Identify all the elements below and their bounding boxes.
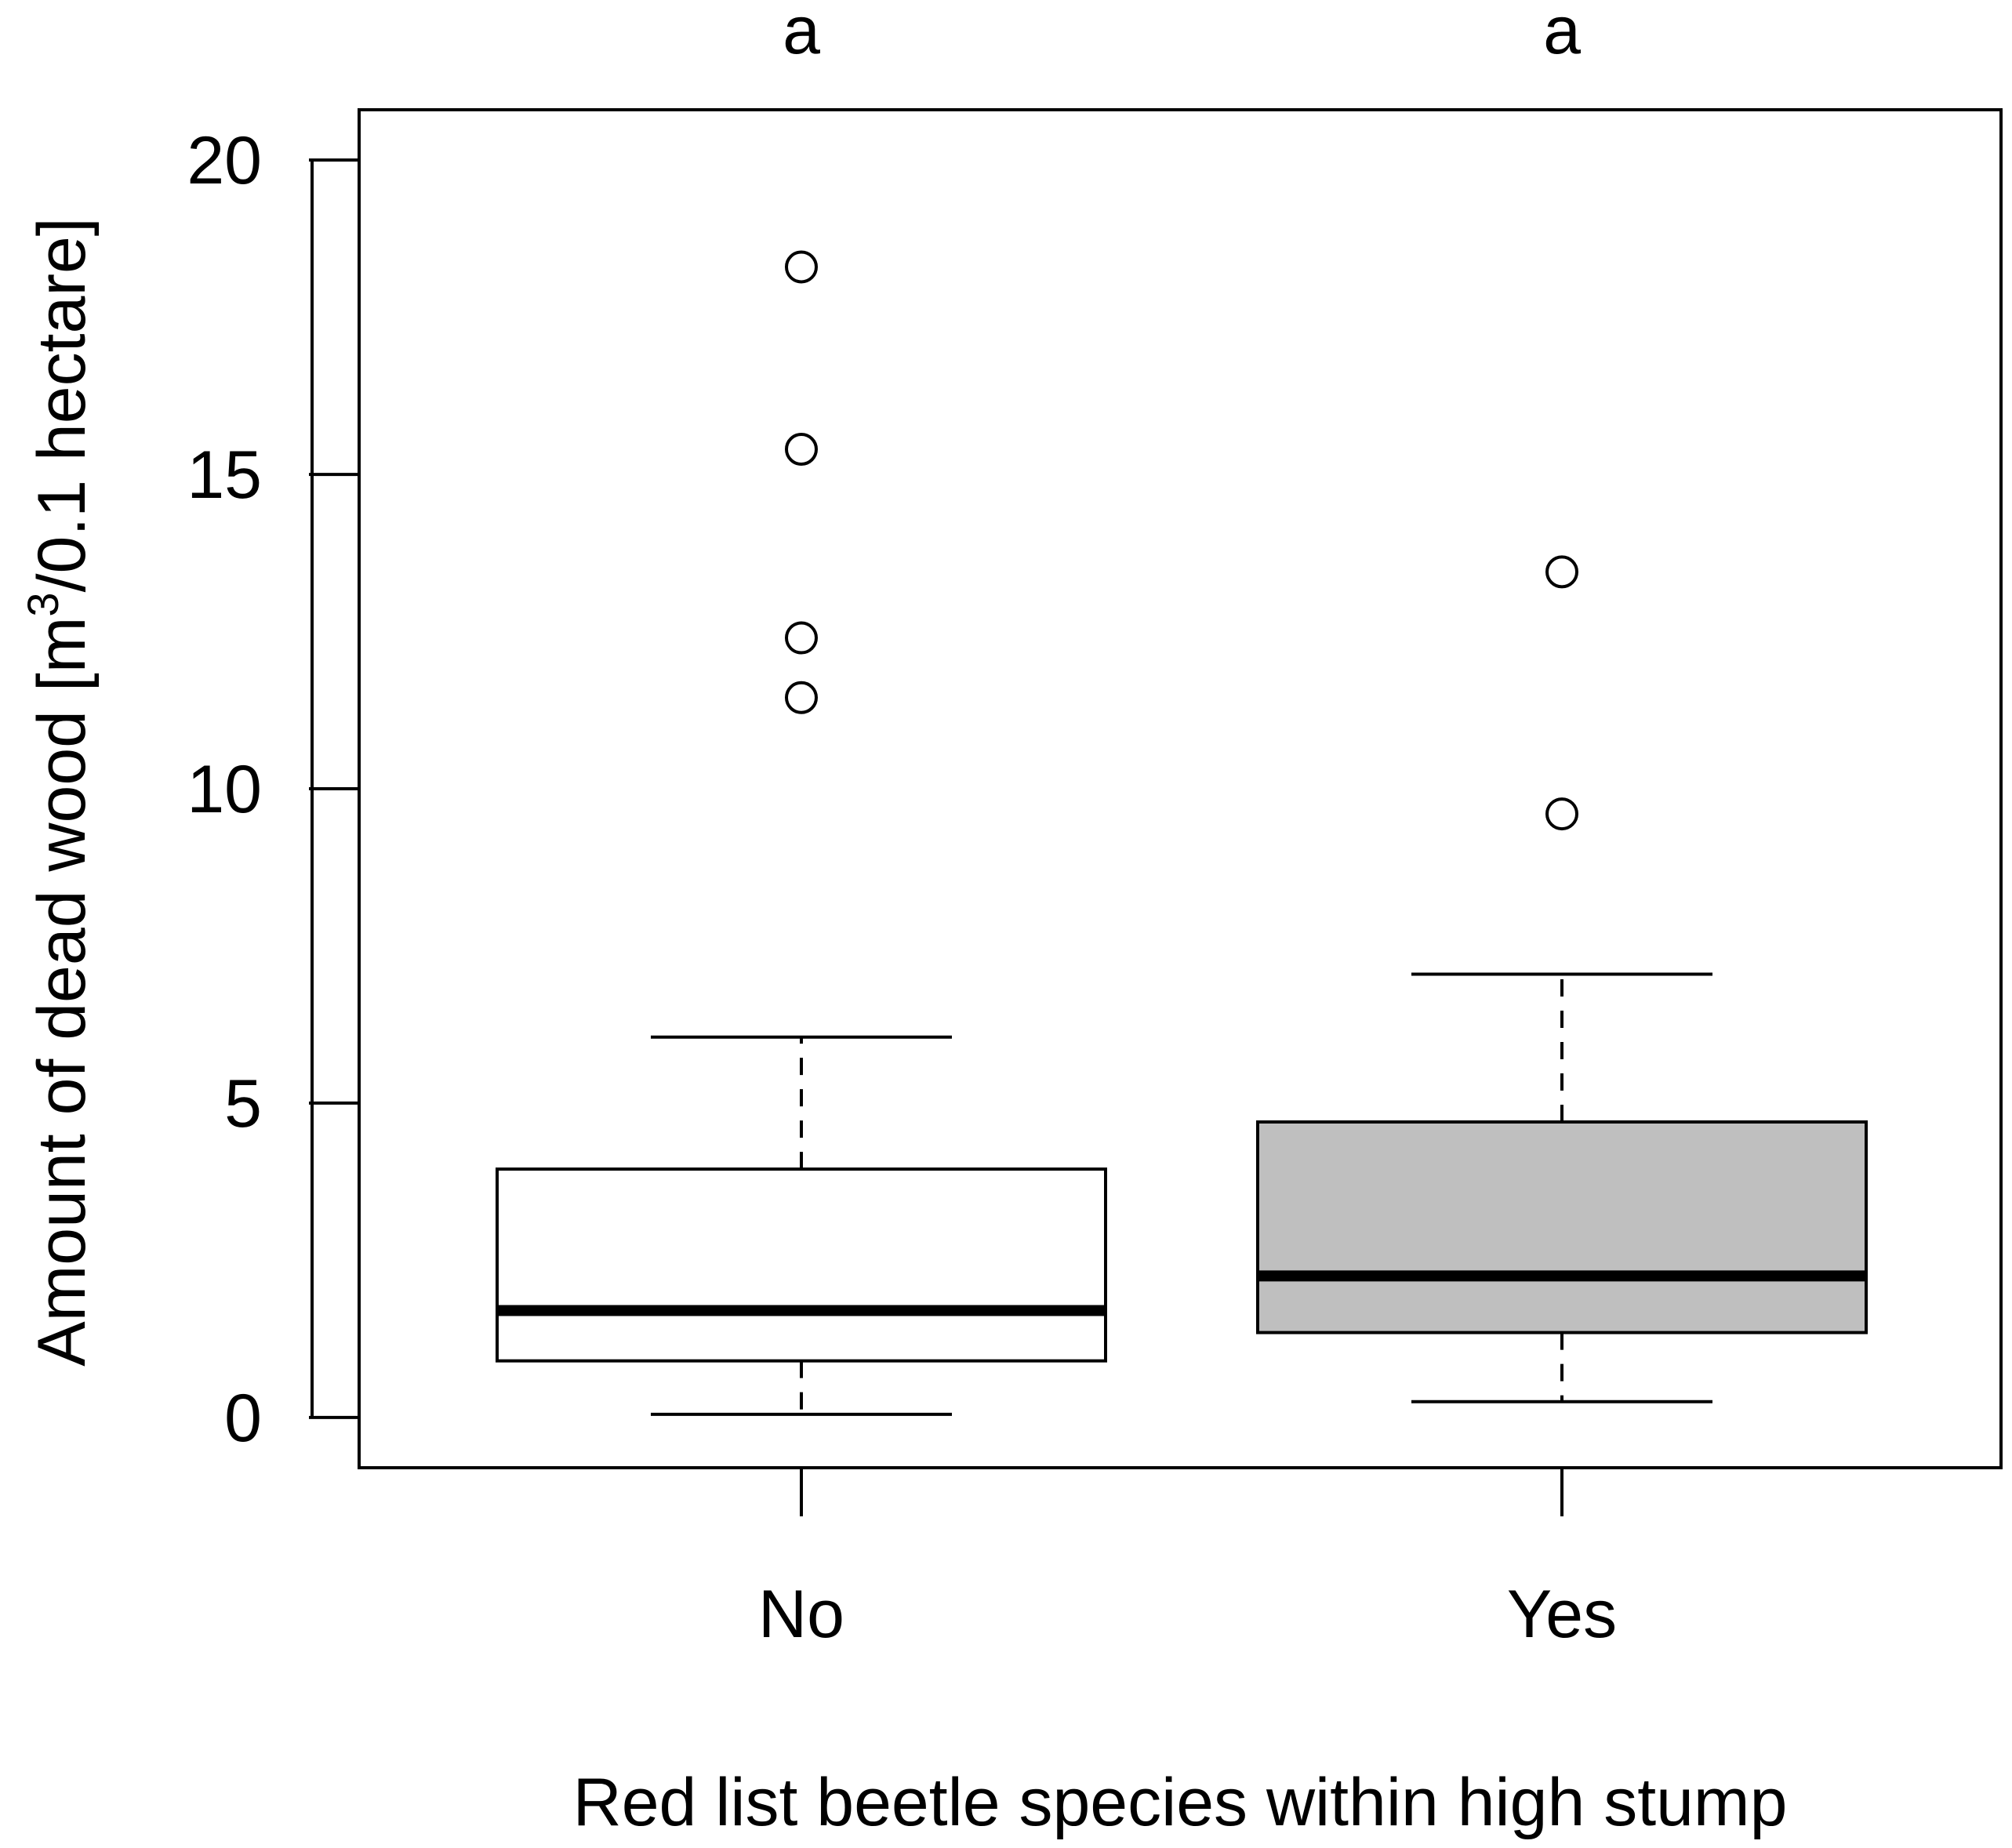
y-axis-title-superscript: 3 <box>18 592 67 616</box>
outlier-point-no-2 <box>785 621 818 655</box>
y-axis-title-rest: /0.1 hectare] <box>24 217 100 592</box>
y-tick-label-10: 10 <box>187 752 262 827</box>
y-tick-label-15: 15 <box>187 437 262 513</box>
iqr-box-yes <box>1256 1120 1868 1334</box>
boxes <box>496 250 1868 1416</box>
iqr-box-no <box>496 1167 1107 1363</box>
box-no <box>496 250 1107 1416</box>
x-axis-title: Red list beetle species within high stum… <box>573 1765 1788 1840</box>
significance-letter-no: a <box>783 0 820 68</box>
outlier-point-no-4 <box>785 250 818 284</box>
y-axis-title-main: Amount of dead wood [m <box>24 617 100 1367</box>
x-tick-label-no: No <box>758 1577 844 1652</box>
outlier-point-no-3 <box>785 433 818 466</box>
y-axis-title: Amount of dead wood [m3/0.1 hectare] <box>18 217 100 1366</box>
y-tick-label-20: 20 <box>187 123 262 198</box>
outlier-point-no-1 <box>785 681 818 714</box>
outlier-point-yes-2 <box>1545 555 1578 589</box>
x-axis: No Yes <box>758 1468 1617 1652</box>
y-tick-label-5: 5 <box>224 1066 262 1142</box>
y-axis: 0 5 10 15 20 <box>187 123 359 1456</box>
significance-letter-yes: a <box>1543 0 1581 68</box>
x-tick-label-yes: Yes <box>1507 1577 1617 1652</box>
box-yes <box>1256 555 1868 1403</box>
outlier-point-yes-1 <box>1545 797 1578 831</box>
y-tick-label-0: 0 <box>224 1381 262 1456</box>
